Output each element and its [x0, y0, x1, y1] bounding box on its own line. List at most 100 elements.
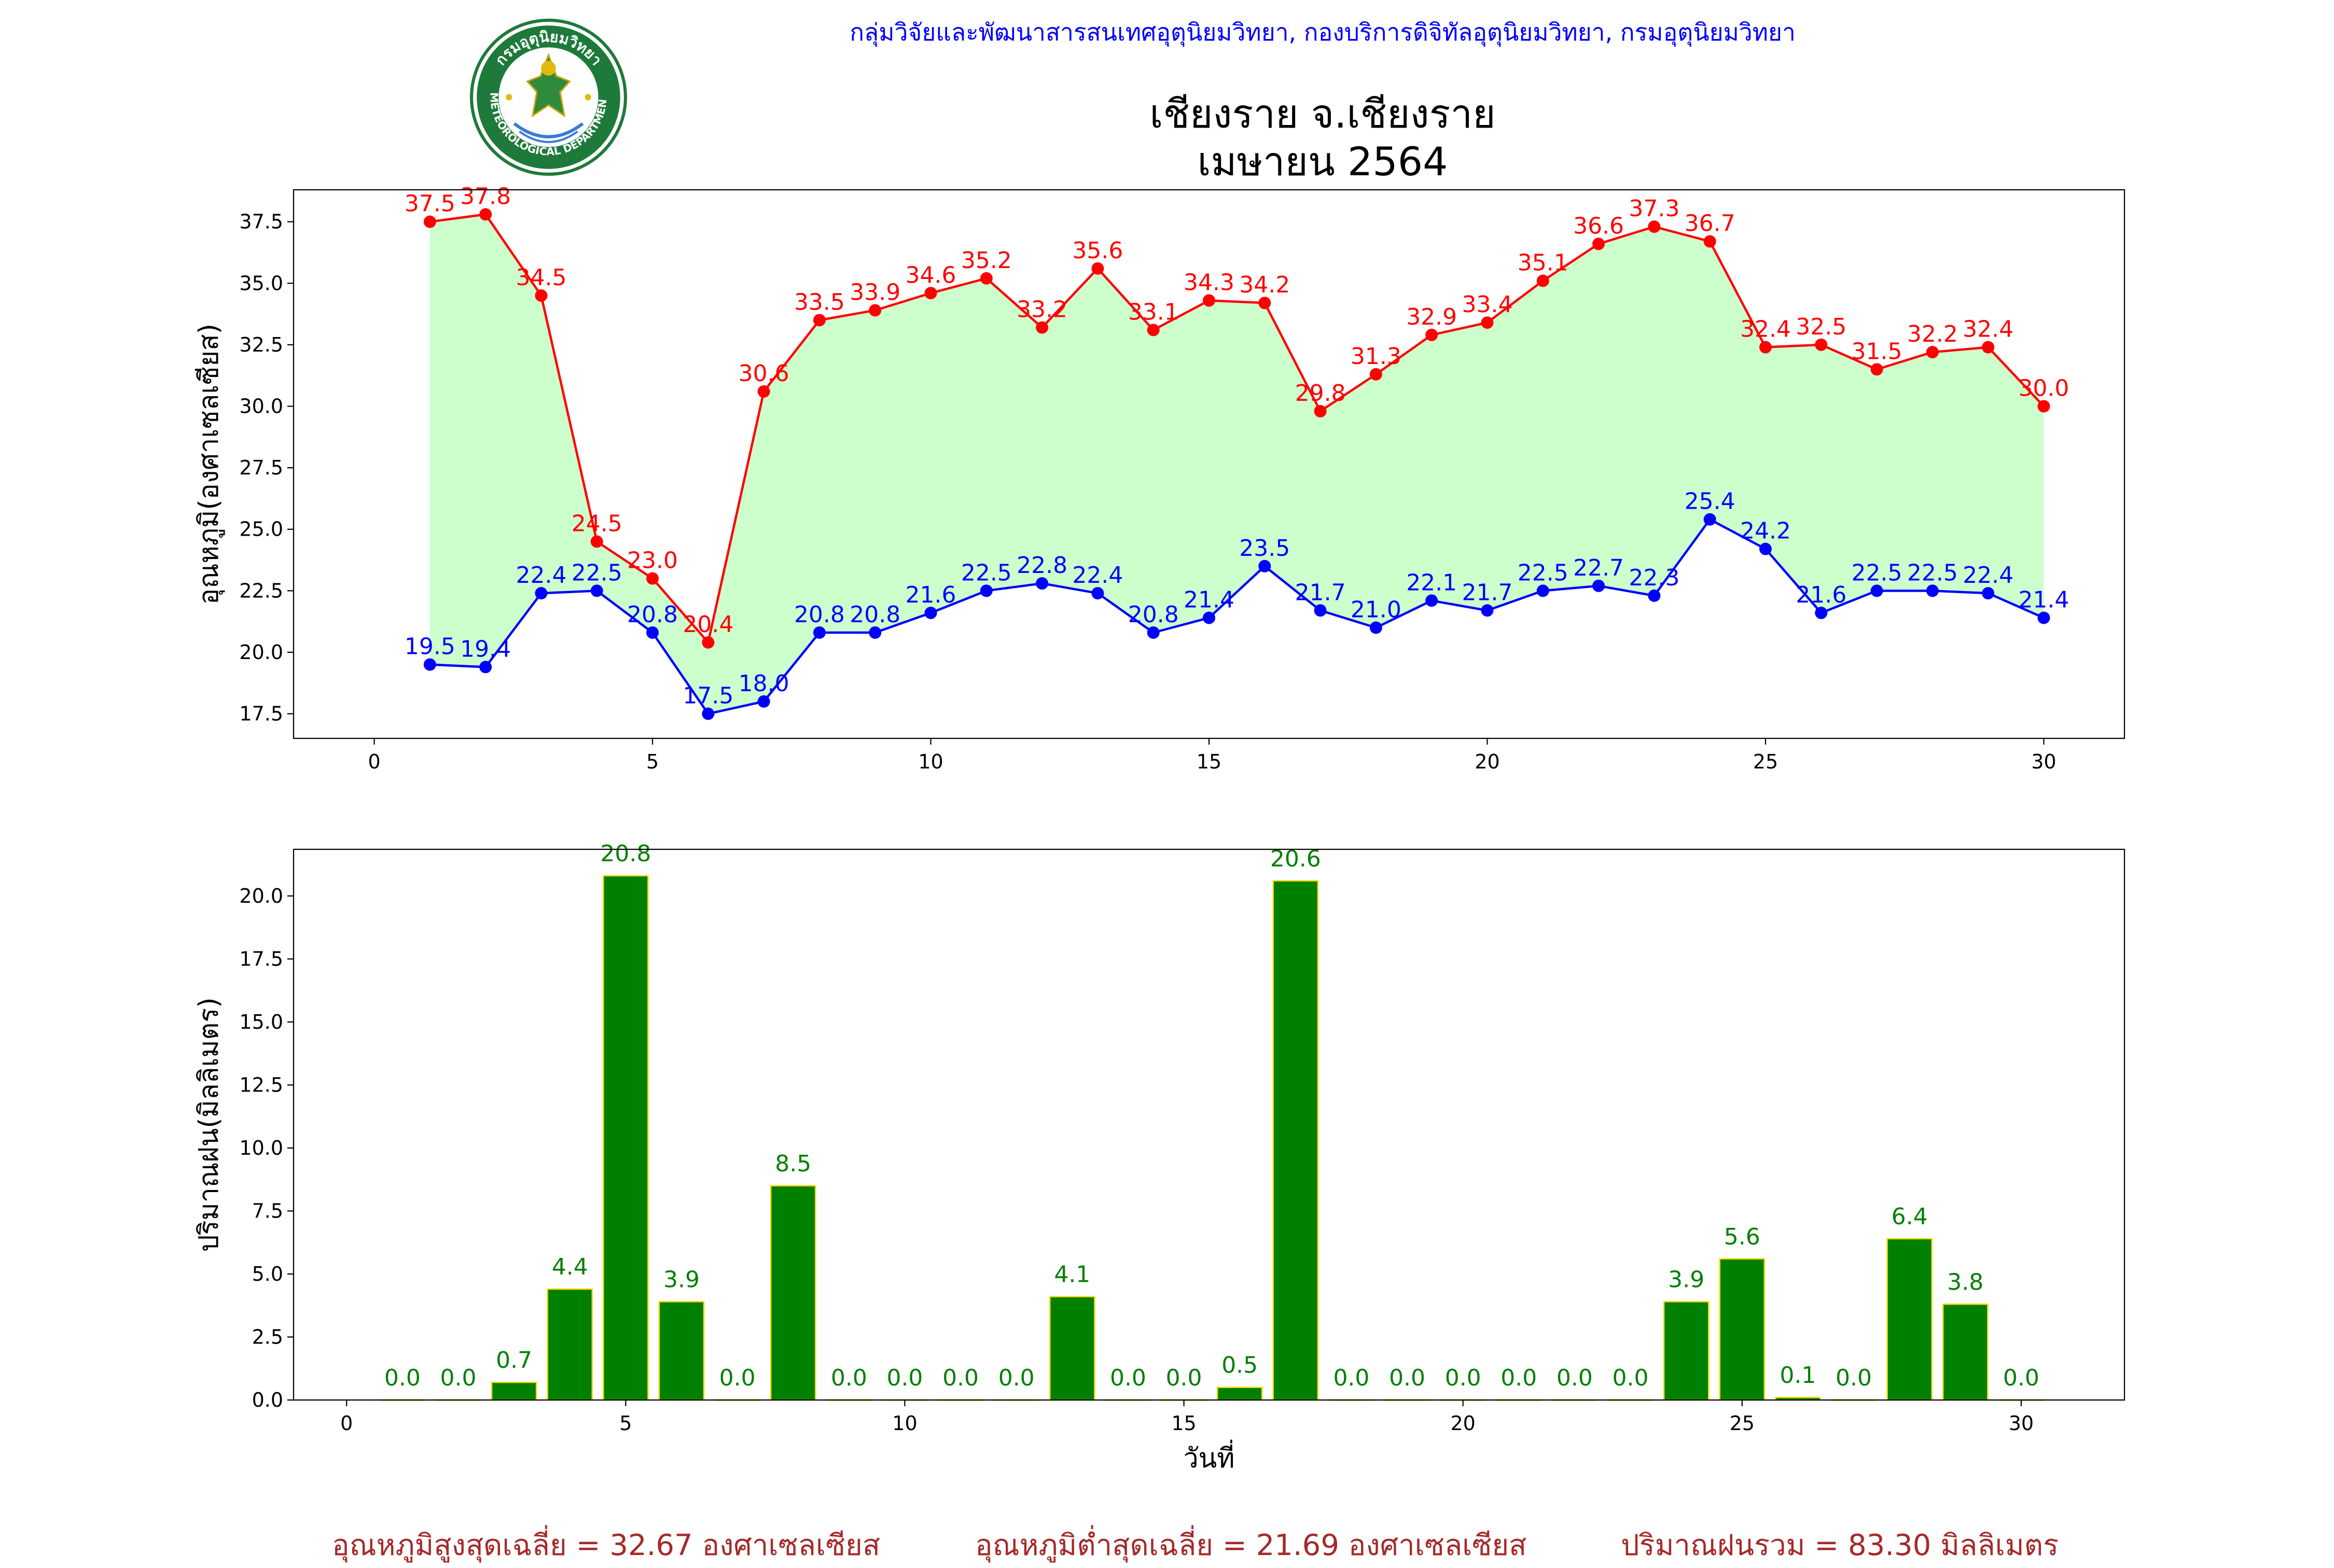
rain-bar-label: 6.4	[1892, 1203, 1928, 1230]
data-point-max	[757, 385, 770, 398]
data-point-min	[1369, 621, 1382, 634]
chart-title-month: เมษายน 2564	[1197, 138, 1448, 185]
data-label-min: 22.1	[1406, 569, 1457, 596]
rain-bar	[1663, 1301, 1710, 1401]
data-label-max: 33.2	[1017, 297, 1067, 323]
data-label-max: 34.2	[1239, 272, 1290, 298]
rain-bar-label: 0.0	[2003, 1365, 2039, 1391]
data-point-max	[479, 208, 492, 221]
data-point-min	[646, 626, 659, 639]
rain-bar	[770, 1185, 816, 1401]
rain-bar	[547, 1288, 593, 1401]
data-point-max	[2037, 400, 2050, 413]
rain-bar-label: 0.0	[1389, 1365, 1425, 1391]
data-label-min: 20.8	[794, 601, 845, 628]
data-label-max: 34.6	[906, 262, 956, 288]
data-label-min: 18.0	[739, 670, 789, 697]
data-point-min	[1314, 604, 1327, 617]
data-label-max: 37.3	[1629, 195, 1679, 222]
rain-bar	[1719, 1258, 1766, 1401]
temp-x-tick-label: 25	[1753, 750, 1778, 773]
data-point-max	[980, 272, 993, 285]
data-label-max: 32.5	[1796, 314, 1846, 340]
rain-bar-label: 0.0	[1836, 1365, 1872, 1391]
temperature-y-axis-label: อุณหภูมิ(องศาเซลเซียส)	[193, 324, 225, 605]
rain-bar-label: 0.0	[440, 1365, 476, 1391]
data-point-max	[924, 287, 937, 300]
data-point-max	[1203, 294, 1215, 307]
meteorological-department-logo: กรมอุตุนิยมวิทยา METEOROLOGICAL DEPARTME…	[469, 18, 627, 176]
data-point-min	[2037, 611, 2050, 624]
rain-y-tick-label: 20.0	[239, 885, 283, 907]
data-label-max: 24.5	[572, 510, 622, 537]
data-label-min: 19.4	[460, 636, 511, 662]
rain-x-tick-label: 5	[619, 1412, 632, 1435]
temperature-chart: 37.5 37.834.524.523.020.430.633.5 33.934.6…	[193, 183, 2125, 773]
rain-bar-label: 0.0	[1110, 1365, 1146, 1391]
data-label-min: 21.6	[906, 582, 956, 608]
data-label-min: 19.5	[405, 634, 455, 660]
data-point-min	[1036, 577, 1049, 590]
data-label-min: 21.6	[1796, 582, 1846, 608]
rain-bar-label: 0.0	[831, 1365, 867, 1391]
data-point-max	[646, 572, 659, 585]
data-label-min: 22.5	[961, 559, 1012, 586]
rain-bar-label: 0.0	[942, 1365, 979, 1391]
data-point-max	[1926, 346, 1939, 359]
data-label-max: 36.7	[1685, 211, 1735, 237]
rain-y-tick-label: 17.5	[239, 947, 283, 970]
data-point-max	[1091, 262, 1104, 275]
rain-y-tick-label: 0.0	[252, 1389, 283, 1411]
rainfall-chart: 0.0 0.0 0.7 4.4 20.8 3.9 0.0 8.5 0.0 0.0 0.0 0.0 4.1…	[193, 841, 2125, 1474]
data-label-max: 37.8	[460, 183, 511, 209]
data-label-min: 22.5	[1852, 559, 1902, 586]
data-point-max	[535, 289, 548, 302]
rain-bar-label: 4.1	[1054, 1262, 1090, 1288]
rain-bar-label: 20.8	[600, 841, 651, 867]
data-point-max	[1759, 341, 1772, 354]
rain-bar	[1216, 1387, 1263, 1401]
rain-bar-label: 0.0	[1333, 1365, 1369, 1391]
data-label-max: 23.0	[627, 548, 678, 574]
temp-y-tick-label: 17.5	[239, 703, 283, 725]
rain-y-tick-label: 7.5	[252, 1199, 283, 1222]
rain-bar-label: 0.7	[496, 1347, 532, 1374]
data-point-min	[757, 695, 770, 708]
data-label-max: 33.5	[794, 289, 845, 315]
rain-bar-label: 0.0	[1445, 1365, 1481, 1391]
summary-avg-max-temp: อุณหภูมิสูงสุดเฉลี่ย = 32.67 องศาเซลเซีย…	[332, 1529, 881, 1562]
data-label-min: 20.8	[1128, 601, 1179, 628]
data-label-max: 32.9	[1406, 304, 1457, 330]
data-point-max	[869, 304, 882, 317]
data-label-min: 21.4	[2018, 587, 2069, 613]
rain-plot-frame	[293, 848, 2125, 1401]
data-label-max: 34.5	[516, 264, 566, 291]
data-label-max: 30.0	[2018, 375, 2069, 402]
data-label-min: 21.7	[1462, 579, 1512, 606]
temp-y-tick-label: 30.0	[239, 395, 283, 418]
rain-bar-label: 0.0	[998, 1365, 1035, 1391]
rain-bar	[1886, 1238, 1933, 1401]
data-label-min: 23.5	[1239, 535, 1290, 562]
data-label-max: 34.3	[1184, 269, 1234, 296]
rain-y-tick-label: 12.5	[239, 1073, 283, 1096]
data-point-max	[1481, 316, 1494, 329]
series-line-max	[429, 213, 2045, 645]
rain-y-tick-label: 5.0	[252, 1263, 283, 1285]
temp-x-tick-label: 5	[646, 750, 659, 773]
data-label-max: 35.6	[1072, 237, 1123, 264]
rain-bar-label: 0.0	[719, 1365, 756, 1391]
rain-bar-label: 0.1	[1780, 1362, 1816, 1389]
data-label-min: 22.5	[1907, 559, 1958, 586]
data-point-min	[1258, 559, 1271, 572]
data-point-min	[1481, 604, 1494, 617]
temp-y-tick-label: 32.5	[239, 333, 283, 356]
data-label-min: 22.4	[516, 562, 566, 589]
rain-bar	[491, 1381, 537, 1401]
data-point-min	[1203, 611, 1215, 624]
data-point-max	[1536, 274, 1549, 287]
data-label-min: 22.5	[572, 559, 622, 586]
data-point-min	[924, 607, 937, 620]
rain-x-tick-label: 10	[892, 1412, 917, 1435]
